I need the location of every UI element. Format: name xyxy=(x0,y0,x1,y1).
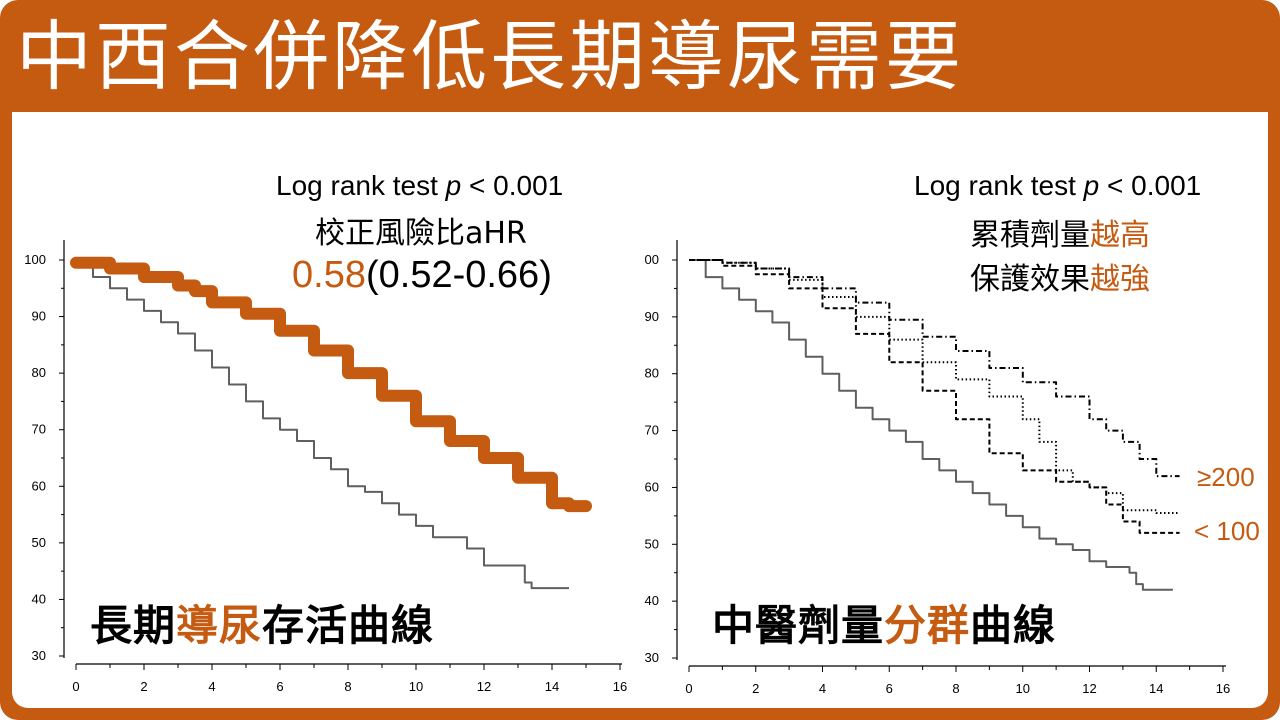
caption-part1: 中醫劑量 xyxy=(712,601,885,650)
right-chart-caption: 中醫劑量分群曲線 xyxy=(712,592,1056,653)
dose-line-2: 保護效果越強 xyxy=(970,254,1150,298)
p-value: < 0.001 xyxy=(1099,170,1202,201)
caption-part3: 存活曲線 xyxy=(262,601,435,650)
dose-line-1: 累積劑量越高 xyxy=(970,210,1150,254)
ahr-ci: (0.52-0.66) xyxy=(365,254,552,296)
log-rank-prefix: Log rank test xyxy=(914,170,1084,201)
p-symbol: p xyxy=(445,170,462,201)
ahr-result: 0.58(0.52-0.66) xyxy=(292,254,552,297)
slide-title: 中西合併降低長期導尿需要 xyxy=(16,12,964,101)
caption-part3: 曲線 xyxy=(970,601,1057,650)
dose-line-1-highlight: 越高 xyxy=(1090,218,1150,253)
dose-line-2-text: 保護效果 xyxy=(970,262,1090,297)
dose-line-2-highlight: 越強 xyxy=(1090,262,1150,297)
caption-highlight: 導尿 xyxy=(176,601,263,650)
left-chart-caption: 長期導尿存活曲線 xyxy=(90,592,434,653)
ahr-value: 0.58 xyxy=(292,254,366,296)
right-log-rank-test: Log rank test p < 0.001 xyxy=(914,170,1201,202)
group-label-low: < 100 xyxy=(1194,516,1260,546)
p-value: < 0.001 xyxy=(461,170,564,201)
log-rank-prefix: Log rank test xyxy=(276,170,446,201)
dose-line-1-text: 累積劑量 xyxy=(970,218,1090,253)
caption-part1: 長期 xyxy=(90,601,177,650)
p-symbol: p xyxy=(1083,170,1100,201)
ahr-label: 校正風險比aHR xyxy=(315,216,527,251)
left-log-rank-test: Log rank test p < 0.001 xyxy=(276,170,563,202)
caption-highlight: 分群 xyxy=(884,601,971,650)
group-label-high: ≥200 xyxy=(1197,462,1255,492)
